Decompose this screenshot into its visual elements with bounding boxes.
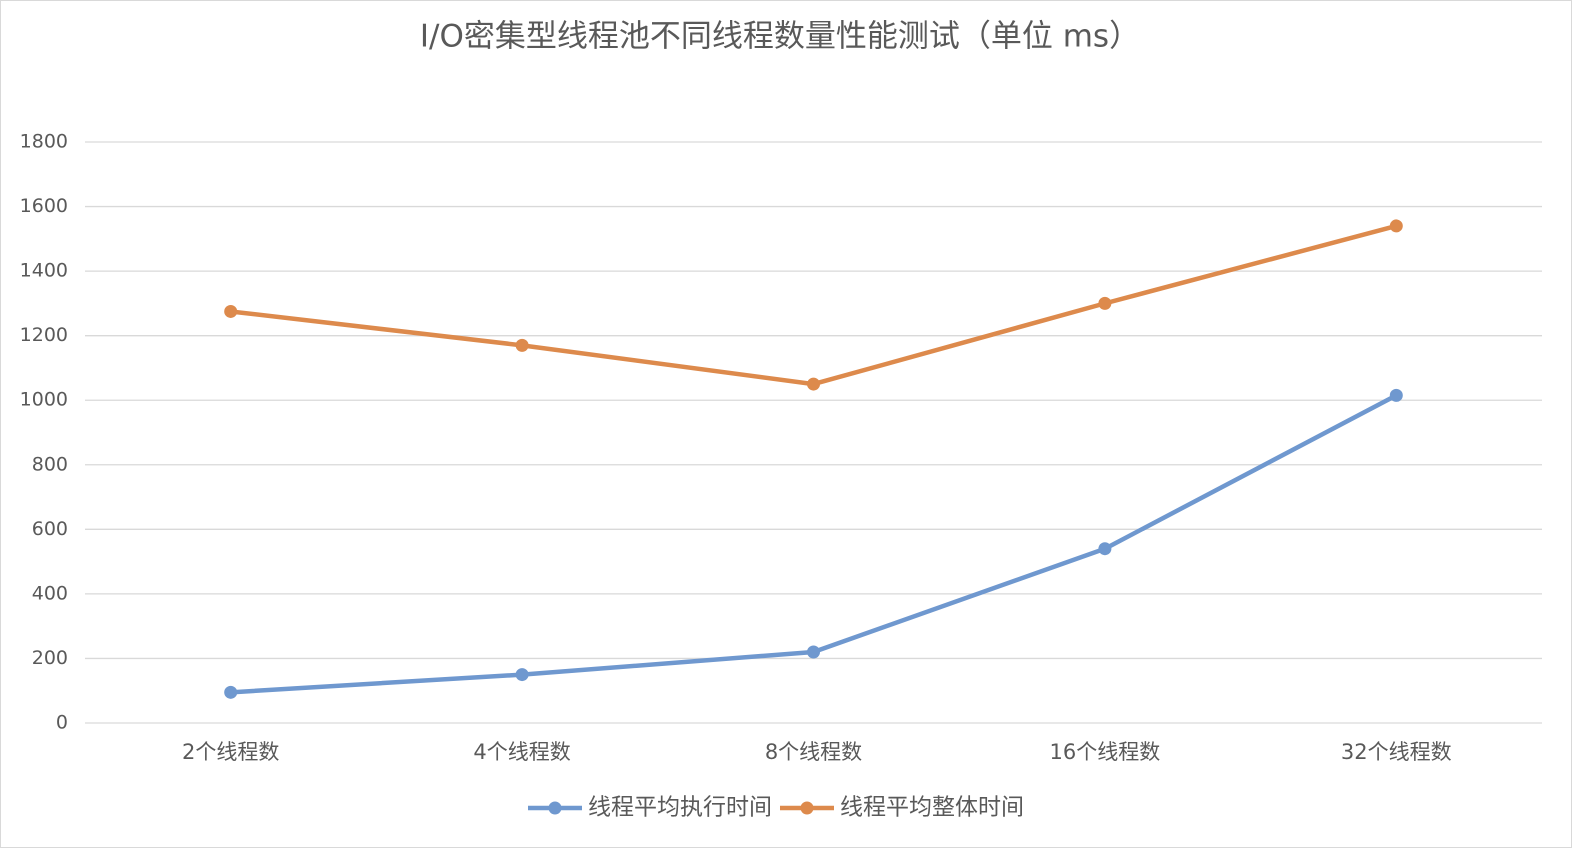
x-tick-label: 32个线程数 [1341,740,1452,764]
data-point [807,645,820,659]
y-tick-label: 1000 [20,389,68,411]
x-tick-label: 16个线程数 [1050,740,1161,764]
y-tick-label: 1200 [20,324,68,346]
y-tick-label: 600 [32,518,68,540]
legend-marker [548,801,562,815]
legend-marker [800,801,814,815]
y-tick-label: 1400 [20,260,68,282]
data-point [224,304,238,318]
x-tick-label: 2个线程数 [182,740,279,764]
data-point [1098,542,1112,556]
y-tick-label: 0 [56,712,68,734]
data-point [515,668,529,682]
y-tick-label: 800 [32,453,68,475]
data-point [807,377,820,391]
data-point [1389,388,1403,402]
data-point [1098,296,1112,310]
legend-label: 线程平均整体时间 [840,795,1024,821]
y-tick-label: 400 [32,582,68,604]
legend-label: 线程平均执行时间 [588,795,772,821]
y-tick-label: 1800 [20,131,68,153]
data-point [224,685,238,699]
y-tick-label: 200 [32,647,68,669]
y-tick-label: 1600 [20,195,68,217]
chart-title: I/O密集型线程池不同线程数量性能测试（单位 ms） [420,19,1140,55]
data-point [1389,219,1403,233]
x-tick-label: 8个线程数 [765,740,862,764]
data-point [515,338,529,352]
x-tick-label: 4个线程数 [473,740,570,764]
